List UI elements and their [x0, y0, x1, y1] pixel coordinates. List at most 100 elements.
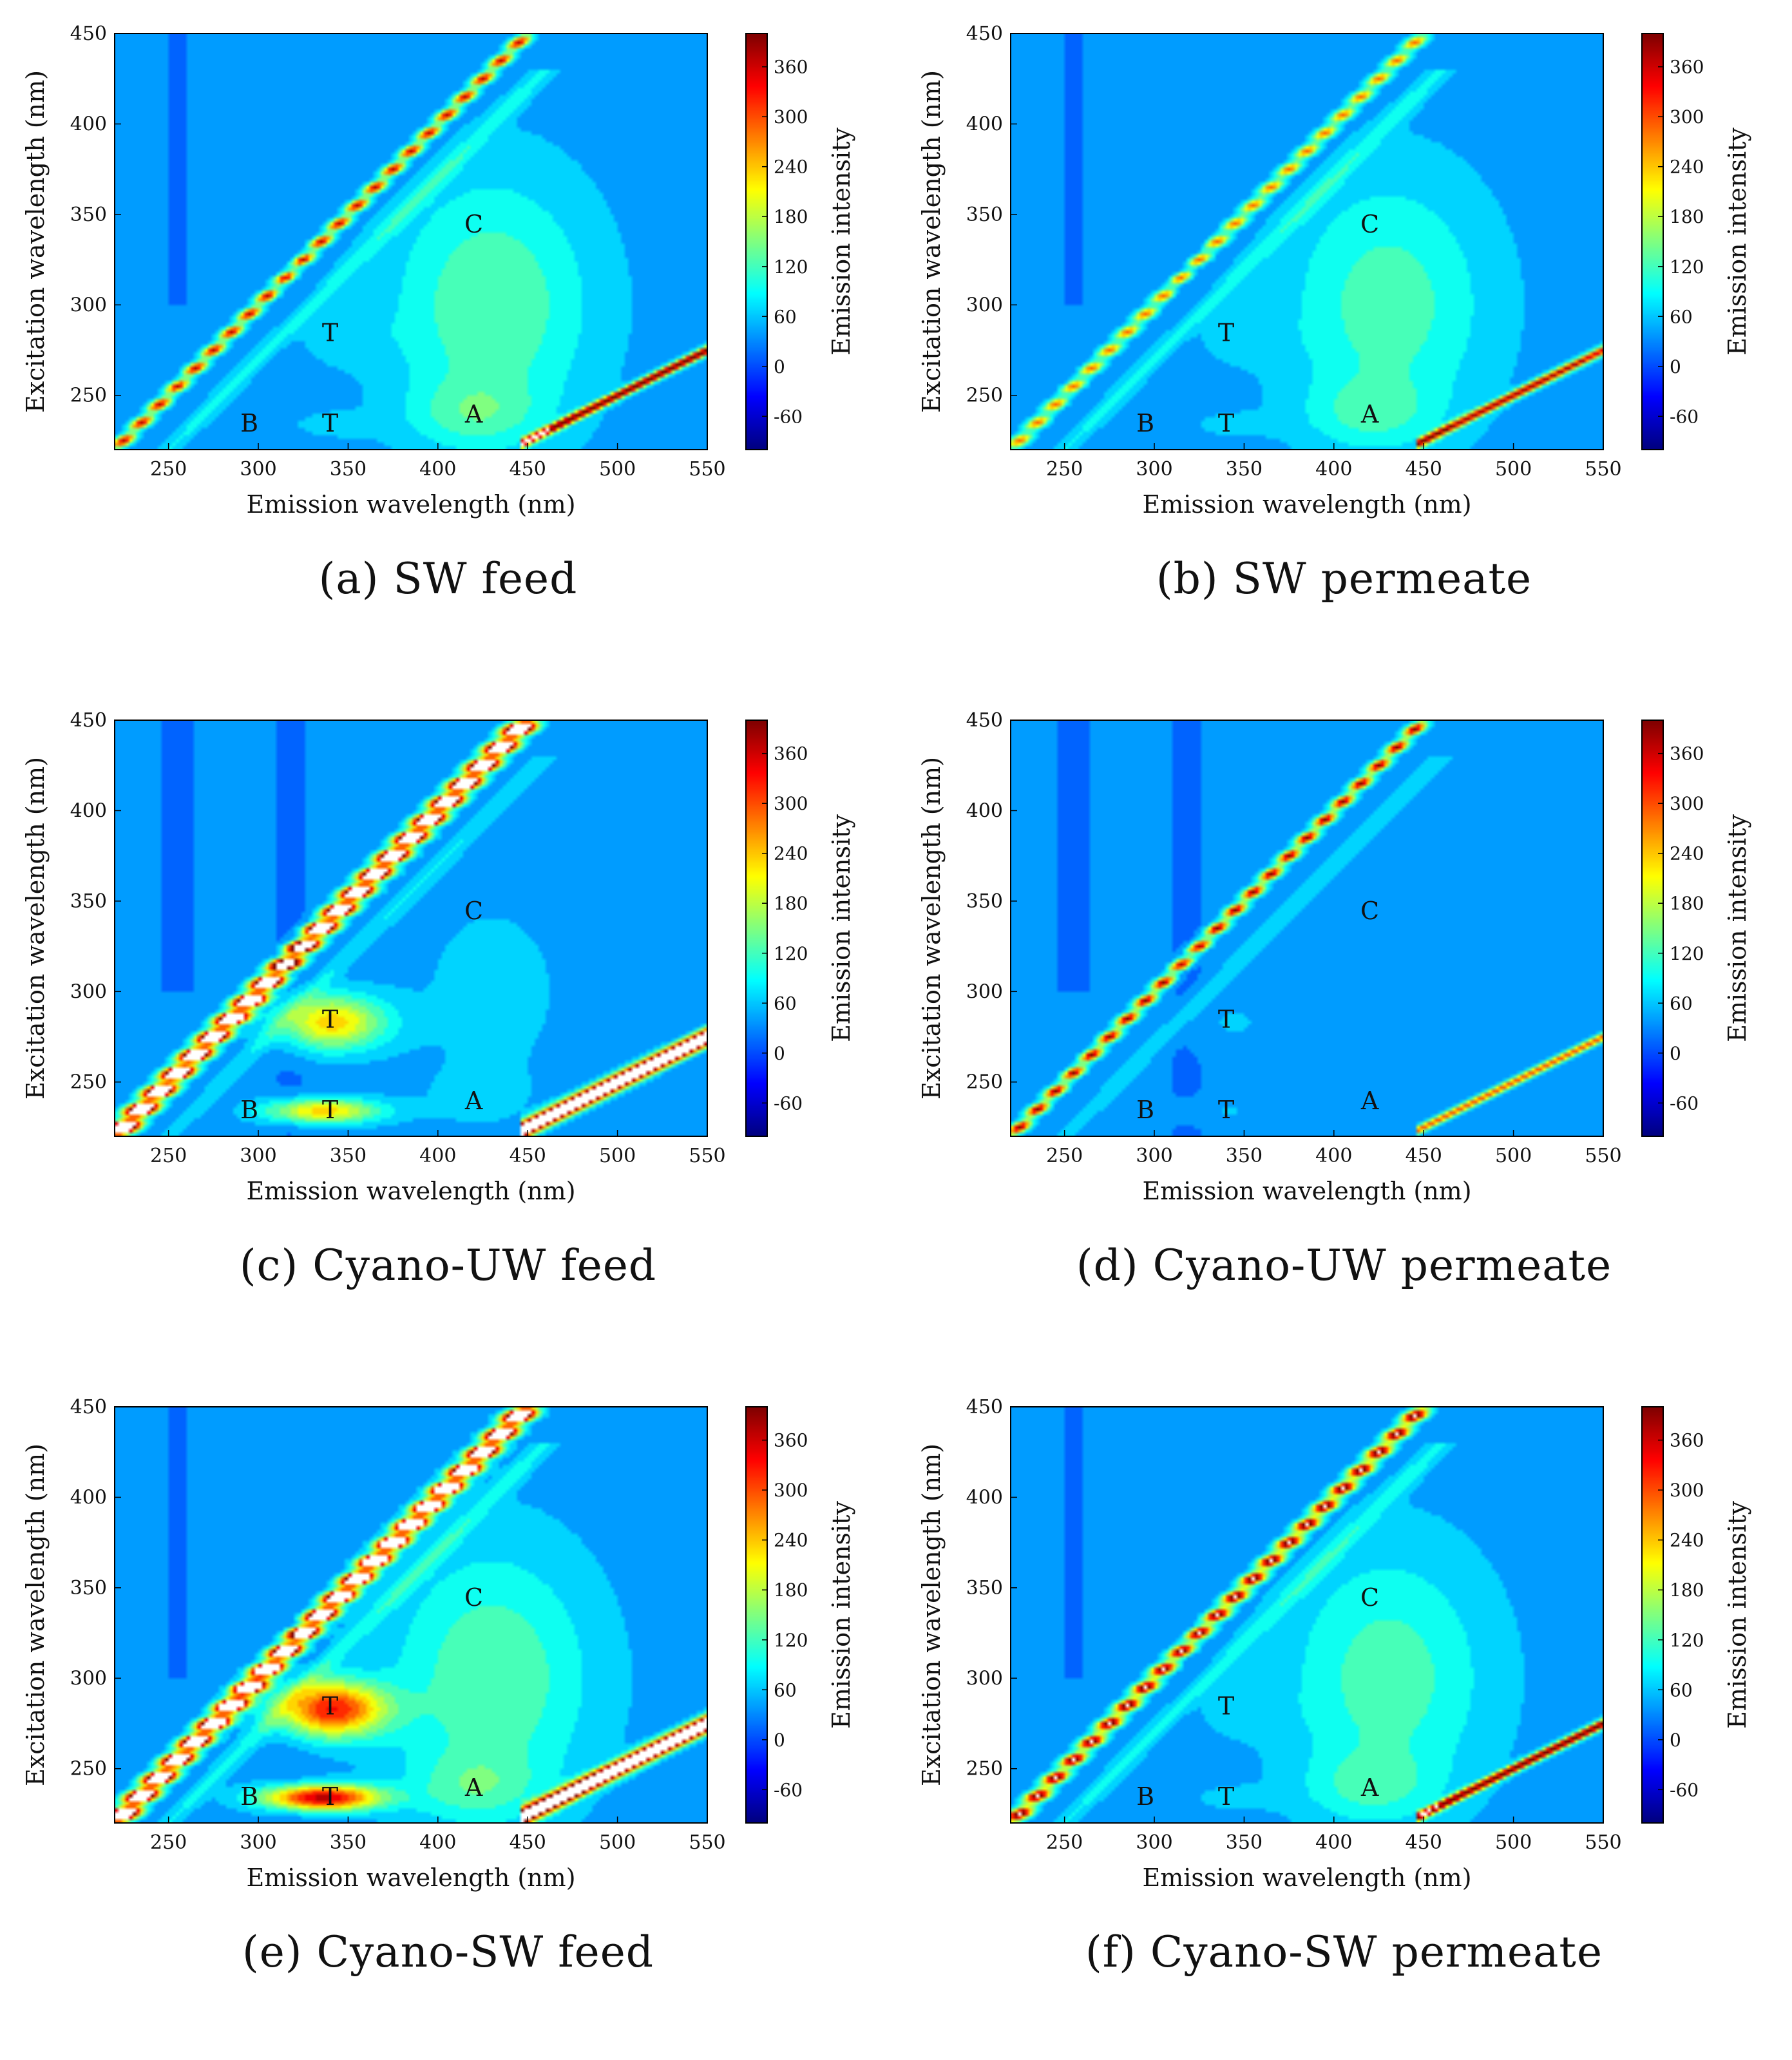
- x-tick-label: 500: [1495, 1831, 1532, 1854]
- x-axis-label: Emission wavelength (nm): [246, 1864, 575, 1892]
- x-tick-label: 450: [1406, 1831, 1442, 1854]
- plot-frame: [114, 33, 708, 450]
- peak-label: A: [1360, 1087, 1379, 1115]
- x-axis-label: Emission wavelength (nm): [246, 1177, 575, 1205]
- peak-label: B: [1136, 1096, 1154, 1124]
- x-tick-label: 550: [1585, 1145, 1621, 1167]
- x-tick-label: 300: [240, 1831, 276, 1854]
- colorbar-tick-label: 120: [1670, 256, 1704, 278]
- x-tick-label: 500: [599, 458, 636, 481]
- y-tick-label: 450: [966, 23, 1003, 45]
- y-tick-label: 450: [70, 1396, 107, 1418]
- colorbar: [1642, 33, 1663, 450]
- colorbar-tick-label: 120: [774, 943, 808, 964]
- colorbar-tick-label: 240: [774, 157, 808, 178]
- y-tick-label: 300: [966, 294, 1003, 316]
- y-axis-label: Excitation wavelength (nm): [917, 1444, 946, 1786]
- x-tick-label: 500: [599, 1145, 636, 1167]
- y-tick-label: 300: [966, 980, 1003, 1003]
- x-tick-label: 500: [1495, 1145, 1532, 1167]
- x-tick-label: 300: [1136, 458, 1172, 481]
- panel-caption: (b) SW permeate: [1156, 554, 1532, 604]
- peak-label: T: [1218, 1005, 1234, 1033]
- colorbar-tick-label: 180: [774, 1579, 808, 1601]
- x-tick-label: 450: [1406, 458, 1442, 481]
- colorbar-tick-label: -60: [774, 406, 803, 427]
- peak-label: A: [1360, 1773, 1379, 1802]
- y-tick-label: 400: [966, 113, 1003, 135]
- colorbar-tick-label: 300: [774, 1480, 808, 1501]
- x-axis-label: Emission wavelength (nm): [246, 490, 575, 519]
- peak-label: T: [322, 1096, 338, 1124]
- colorbar-tick-label: 60: [774, 1679, 797, 1701]
- y-tick-label: 350: [70, 1577, 107, 1599]
- colorbar-tick-label: 180: [1670, 206, 1704, 227]
- chart-panel: 250 300 350 400 450 500 550 250 300 350 400 450 Emis…: [0, 1373, 896, 2060]
- colorbar-tick-label: 0: [774, 356, 785, 377]
- peak-label: C: [464, 897, 483, 925]
- colorbar-tick-label: 180: [774, 206, 808, 227]
- y-tick-label: 450: [70, 709, 107, 732]
- eem-chart: 250 300 350 400 450 500 550 250 300 350 400 450 Emis…: [917, 1396, 1751, 1892]
- peak-label: B: [240, 1782, 258, 1811]
- colorbar-frame: [745, 33, 768, 450]
- colorbar-label: Emission intensity: [1723, 128, 1751, 356]
- x-tick-label: 300: [240, 458, 276, 481]
- y-tick-label: 450: [966, 1396, 1003, 1418]
- plot-frame: [1010, 720, 1604, 1137]
- x-tick-label: 250: [150, 1831, 187, 1854]
- colorbar-tick-label: 0: [1670, 356, 1681, 377]
- y-tick-label: 350: [70, 890, 107, 913]
- x-tick-label: 450: [510, 1831, 546, 1854]
- panel-caption: (e) Cyano-SW feed: [242, 1927, 654, 1977]
- x-tick-label: 350: [330, 1831, 367, 1854]
- peak-label: T: [1218, 318, 1234, 347]
- colorbar-tick-label: 300: [1670, 1480, 1704, 1501]
- chart-panel: 250 300 350 400 450 500 550 250 300 350 400 450 Emis…: [0, 687, 896, 1373]
- peak-label: C: [464, 1583, 483, 1612]
- eem-chart: 250 300 350 400 450 500 550 250 300 350 400 450 Emis…: [21, 1396, 855, 1892]
- x-tick-label: 450: [510, 1145, 546, 1167]
- y-tick-label: 400: [966, 1486, 1003, 1509]
- x-tick-label: 350: [1226, 1831, 1263, 1854]
- x-tick-label: 550: [689, 1145, 725, 1167]
- x-tick-label: 350: [1226, 1145, 1263, 1167]
- heatmap-surface: [1011, 1407, 1603, 1823]
- colorbar-tick-label: 360: [1670, 57, 1704, 78]
- plot-frame: [1010, 1406, 1604, 1824]
- peak-label: B: [1136, 409, 1154, 437]
- x-tick-label: 350: [330, 1145, 367, 1167]
- panel-caption: (f) Cyano-SW permeate: [1085, 1927, 1603, 1977]
- peak-label: T: [322, 1005, 338, 1033]
- y-tick-label: 350: [70, 204, 107, 226]
- colorbar-tick-label: 240: [774, 1530, 808, 1551]
- colorbar-label: Emission intensity: [827, 128, 855, 356]
- panel-caption: (a) SW feed: [318, 554, 578, 604]
- peak-label: T: [322, 1782, 338, 1811]
- y-axis-label: Excitation wavelength (nm): [21, 1444, 50, 1786]
- eem-chart: 250 300 350 400 450 500 550 250 300 350 400 450 Emis…: [21, 709, 855, 1205]
- heatmap-surface: [115, 720, 707, 1136]
- y-tick-label: 350: [966, 204, 1003, 226]
- colorbar-tick-label: -60: [774, 1779, 803, 1800]
- x-axis-label: Emission wavelength (nm): [1142, 1177, 1471, 1205]
- y-tick-label: 300: [70, 980, 107, 1003]
- x-tick-label: 350: [1226, 458, 1263, 481]
- y-tick-label: 250: [70, 1071, 107, 1094]
- chart-panel: 250 300 350 400 450 500 550 250 300 350 400 450 Emis…: [0, 0, 896, 687]
- heatmap-surface: [1011, 33, 1603, 450]
- colorbar-tick-label: 60: [774, 306, 797, 327]
- x-tick-label: 300: [240, 1145, 276, 1167]
- peak-label: B: [1136, 1782, 1154, 1811]
- peak-label: T: [1218, 1096, 1234, 1124]
- x-tick-label: 250: [150, 1145, 187, 1167]
- colorbar: [1642, 1407, 1663, 1823]
- colorbar-frame: [745, 720, 768, 1137]
- peak-label: A: [464, 1773, 483, 1802]
- plot-frame: [1010, 33, 1604, 450]
- x-tick-label: 400: [1315, 1145, 1352, 1167]
- x-tick-label: 450: [1406, 1145, 1442, 1167]
- colorbar-label: Emission intensity: [1723, 1501, 1751, 1729]
- colorbar-tick-label: 0: [774, 1043, 785, 1064]
- chart-panel: 250 300 350 400 450 500 550 250 300 350 400 450 Emis…: [896, 0, 1792, 687]
